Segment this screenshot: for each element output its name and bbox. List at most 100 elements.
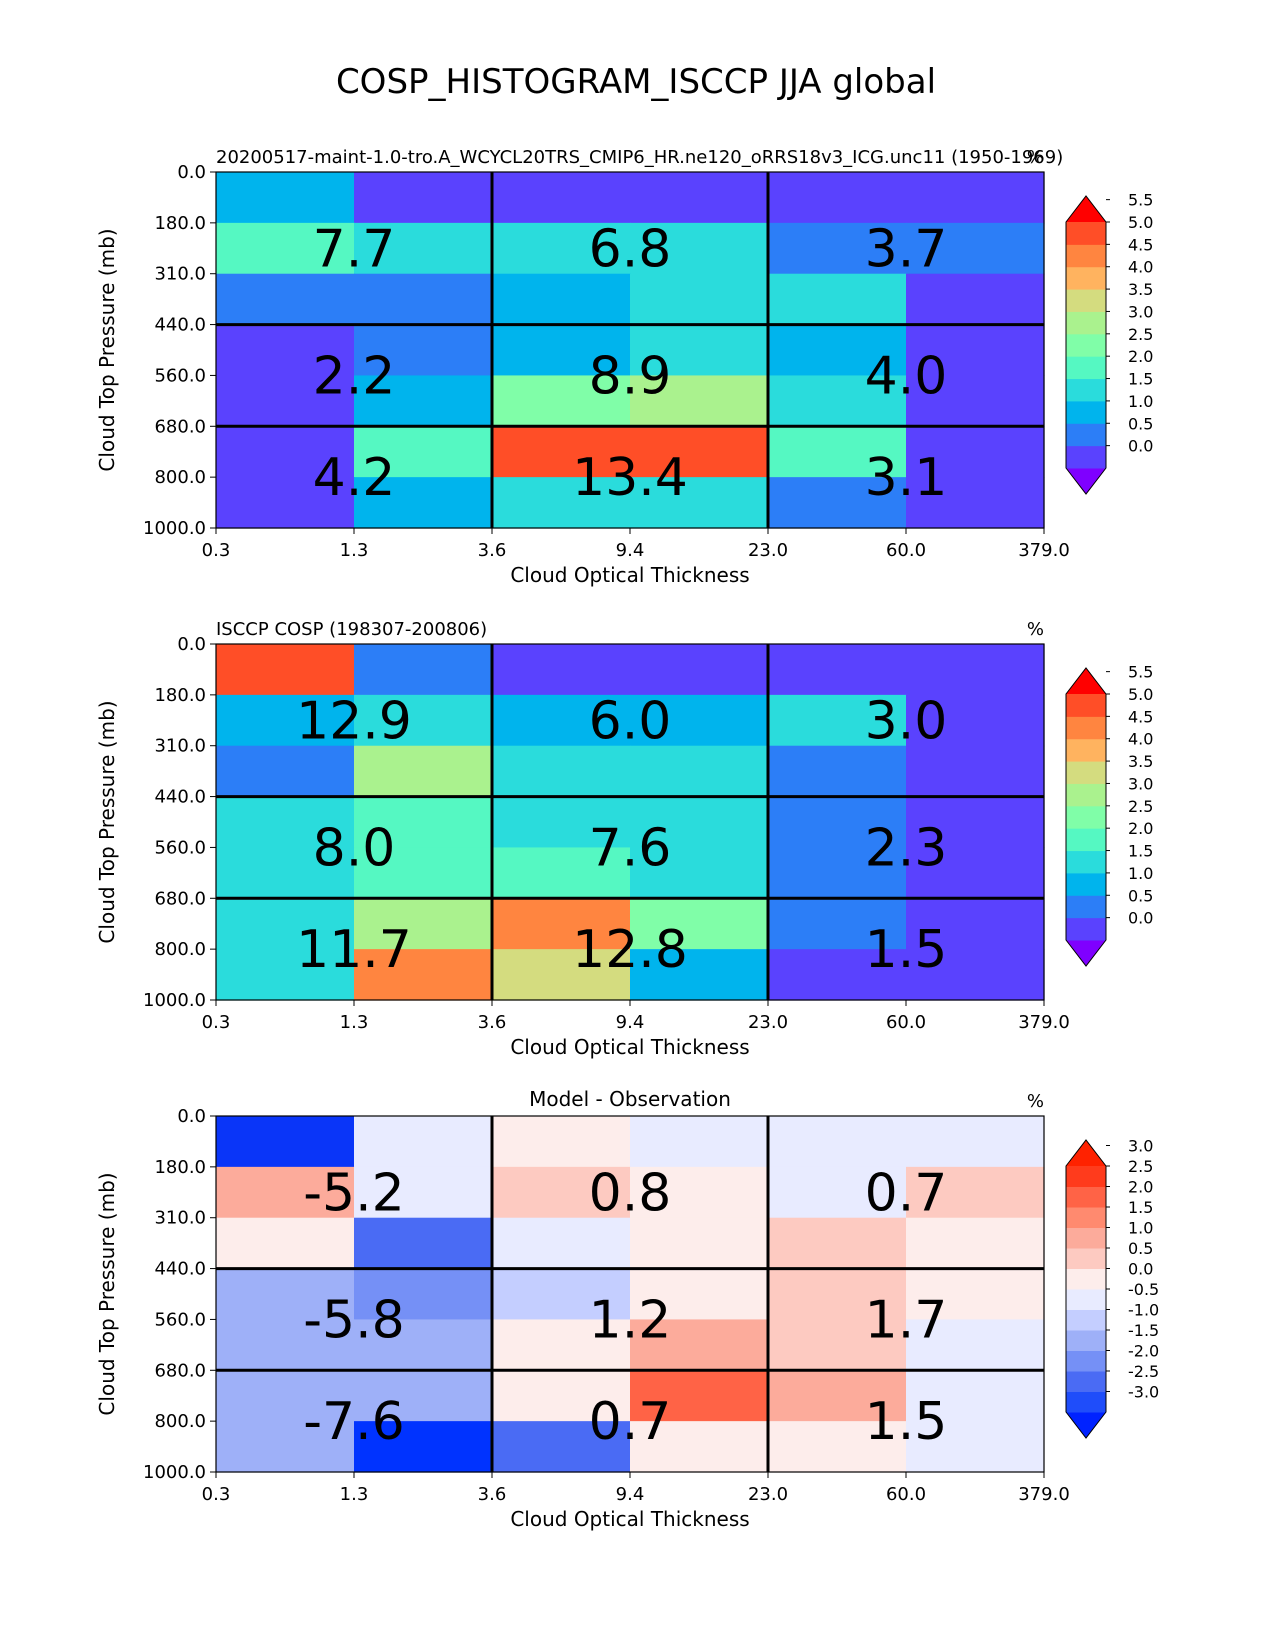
heatmap-cell bbox=[492, 324, 631, 377]
heatmap-panel-2: 12.9 6.0 3.0 8.0 7.6 2.3 11.7 12.8 1.5 0.3 1.3 3.6 9… bbox=[95, 619, 1153, 1059]
heatmap-cell bbox=[216, 644, 355, 696]
block-value-label: 4.2 bbox=[313, 448, 396, 508]
colorbar-segment bbox=[1066, 222, 1106, 245]
y-axis-label: Cloud Top Pressure (mb) bbox=[95, 228, 119, 471]
x-tick-label: 9.4 bbox=[616, 1012, 645, 1033]
colorbar: -3.0 -2.5-2.0 -1.5-1.0 -0.50.0 0.51.0 1.52.0 2… bbox=[1065, 1137, 1159, 1439]
heatmap-cell bbox=[492, 426, 631, 478]
heatmap-cell bbox=[492, 949, 631, 1001]
heatmap-cell bbox=[768, 1370, 907, 1422]
colorbar-arrow-top bbox=[1066, 1140, 1106, 1166]
heatmap-cell bbox=[630, 477, 769, 529]
heatmap-cell bbox=[768, 273, 907, 326]
heatmap-cell bbox=[354, 694, 493, 747]
colorbar-segment bbox=[1066, 872, 1106, 896]
colorbar-segment bbox=[1066, 1268, 1106, 1290]
x-tick-label: 23.0 bbox=[748, 1484, 788, 1505]
heatmap-cell bbox=[492, 222, 631, 275]
block-value-label: 13.4 bbox=[572, 448, 688, 508]
colorbar-label: 0.5 bbox=[1128, 1239, 1153, 1258]
y-tick-label: 310.0 bbox=[154, 264, 206, 285]
heatmap-cell bbox=[906, 426, 1045, 478]
heatmap-cell bbox=[216, 1166, 355, 1219]
colorbar-label: 2.5 bbox=[1128, 325, 1153, 344]
heatmap-cell bbox=[768, 1116, 907, 1168]
colorbar-arrow-bottom bbox=[1066, 940, 1106, 966]
block-value-label: 0.8 bbox=[589, 1163, 672, 1223]
heatmap-cell bbox=[354, 1217, 493, 1270]
heatmap-cell bbox=[906, 375, 1045, 427]
heatmap-cell bbox=[630, 273, 769, 326]
heatmap-cell bbox=[630, 1217, 769, 1270]
colorbar-label: -3.0 bbox=[1128, 1383, 1159, 1402]
heatmap-cell bbox=[906, 898, 1045, 950]
y-axis-label: Cloud Top Pressure (mb) bbox=[95, 700, 119, 943]
y-tick-label: 560.0 bbox=[154, 837, 206, 858]
heatmap-cell bbox=[768, 172, 907, 224]
colorbar-label: 1.0 bbox=[1128, 392, 1153, 411]
colorbar-label: 2.5 bbox=[1128, 797, 1153, 816]
heatmap-cell bbox=[906, 1217, 1045, 1270]
colorbar-segment bbox=[1066, 761, 1106, 784]
colorbar-label: 5.5 bbox=[1128, 191, 1153, 210]
colorbar-segment bbox=[1066, 895, 1106, 919]
x-tick-label: 60.0 bbox=[886, 1484, 926, 1505]
colorbar-label: -1.5 bbox=[1128, 1321, 1159, 1340]
heatmap-cell bbox=[354, 644, 493, 696]
heatmap-cell bbox=[354, 1116, 493, 1168]
heatmap-cell bbox=[354, 222, 493, 275]
y-tick-label: 180.0 bbox=[154, 213, 206, 234]
heatmap-cell bbox=[216, 796, 355, 849]
colorbar-segment bbox=[1066, 266, 1106, 290]
colorbar-segment bbox=[1066, 333, 1106, 357]
y-tick-label: 440.0 bbox=[154, 787, 206, 808]
colorbar-outline bbox=[1065, 667, 1107, 967]
colorbar-label: 0.0 bbox=[1128, 909, 1153, 928]
heatmap-cell bbox=[492, 1166, 631, 1219]
heatmap-cell bbox=[492, 172, 631, 224]
colorbar-label: -2.0 bbox=[1128, 1342, 1159, 1361]
heatmap-cell bbox=[630, 426, 769, 478]
heatmap-cell bbox=[768, 847, 907, 899]
x-tick-label: 379.0 bbox=[1018, 1012, 1070, 1033]
colorbar-segment bbox=[1066, 378, 1106, 402]
heatmap-cell bbox=[906, 273, 1045, 326]
heatmap-cell bbox=[492, 1217, 631, 1270]
colorbar-label: 3.5 bbox=[1128, 280, 1153, 299]
heatmap-cell bbox=[216, 745, 355, 798]
heatmap-cell bbox=[906, 1166, 1045, 1219]
panel-title: ISCCP COSP (198307-200806) bbox=[216, 619, 487, 640]
colorbar-label: -2.5 bbox=[1128, 1362, 1159, 1381]
heatmap-cell bbox=[492, 847, 631, 899]
colorbar-label: 2.0 bbox=[1128, 819, 1153, 838]
y-tick-label: 0.0 bbox=[177, 162, 206, 183]
heatmap-cell bbox=[354, 172, 493, 224]
colorbar-arrow-top bbox=[1066, 196, 1106, 222]
colorbar-label: 2.0 bbox=[1128, 347, 1153, 366]
heatmap-cell bbox=[492, 745, 631, 798]
block-value-label: 3.7 bbox=[865, 219, 948, 279]
heatmap-cell bbox=[630, 1166, 769, 1219]
block-value-label: 12.8 bbox=[572, 920, 688, 980]
colorbar-label: 5.0 bbox=[1128, 213, 1153, 232]
heatmap-cell bbox=[354, 796, 493, 849]
colorbar-label: -1.0 bbox=[1128, 1301, 1159, 1320]
heatmap-cell bbox=[630, 1319, 769, 1371]
heatmap-cell bbox=[630, 222, 769, 275]
colorbar-segment bbox=[1066, 716, 1106, 740]
heatmap-cell bbox=[630, 847, 769, 899]
heatmap-cell bbox=[354, 426, 493, 478]
heatmap-cell bbox=[630, 1421, 769, 1473]
panel-title: 20200517-maint-1.0-tro.A_WCYCL20TRS_CMIP… bbox=[216, 147, 1063, 168]
heatmap-cell bbox=[906, 172, 1045, 224]
x-axis-label: Cloud Optical Thickness bbox=[510, 563, 749, 587]
colorbar-segment bbox=[1066, 1248, 1106, 1269]
colorbar-label: 3.0 bbox=[1128, 774, 1153, 793]
x-tick-label: 60.0 bbox=[886, 540, 926, 561]
block-value-label: 1.7 bbox=[865, 1290, 948, 1350]
block-value-label: 7.7 bbox=[313, 219, 396, 279]
y-tick-label: 680.0 bbox=[154, 416, 206, 437]
heatmap-cell bbox=[906, 477, 1045, 529]
heatmap-cell bbox=[768, 694, 907, 747]
heatmap-cell bbox=[630, 1268, 769, 1321]
